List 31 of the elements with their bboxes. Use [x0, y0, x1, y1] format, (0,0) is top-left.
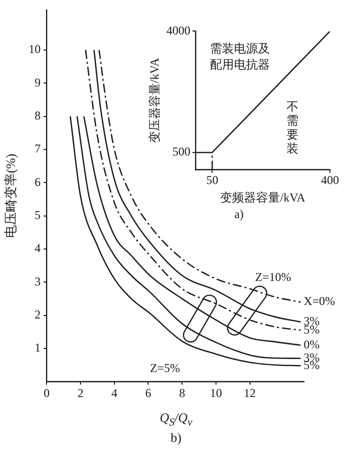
x-tick-label: 0: [44, 386, 50, 400]
x-axis-title: Q$_{S}$/Q$_{v}$: [158, 410, 194, 429]
y-tick-label: 4000: [166, 23, 190, 38]
y-tick-label: 4: [34, 241, 41, 256]
annotation: 不需要装: [286, 100, 298, 156]
y-tick-label: 7: [34, 142, 41, 156]
y-axis-title: 电压畸变率(%): [3, 154, 18, 238]
series-label: 0%: [304, 337, 320, 352]
y-tick-label: 10: [28, 42, 41, 56]
text: b): [170, 430, 182, 446]
y-tick-label: 500: [172, 144, 190, 159]
text: a): [234, 206, 244, 221]
x-tick-label: 400: [321, 173, 339, 188]
y-tick-label: 2: [34, 307, 41, 322]
y-tick-label: 1: [34, 340, 41, 355]
x-tick-label: 50: [206, 173, 218, 188]
annotation: Z=5%: [150, 360, 180, 375]
x-axis-title: 变频器容量/kVA: [220, 190, 306, 205]
x-tick-label: 10: [210, 386, 222, 400]
y-tick-label: 3: [34, 274, 41, 288]
annotation: 需装电源及配用电抗器: [210, 41, 270, 72]
series-label: X=0%: [304, 294, 336, 308]
x-tick-label: 6: [145, 386, 152, 400]
y-tick-label: 5: [34, 208, 41, 222]
x-tick-label: 4: [111, 386, 118, 400]
x-tick-label: 2: [77, 386, 84, 400]
y-axis-title: 变压器容量/kVA: [147, 58, 162, 144]
y-tick-label: 9: [34, 75, 41, 90]
annotation: Z=10%: [255, 270, 292, 284]
x-tick-label: 12: [244, 386, 256, 400]
y-tick-label: 8: [34, 108, 41, 122]
